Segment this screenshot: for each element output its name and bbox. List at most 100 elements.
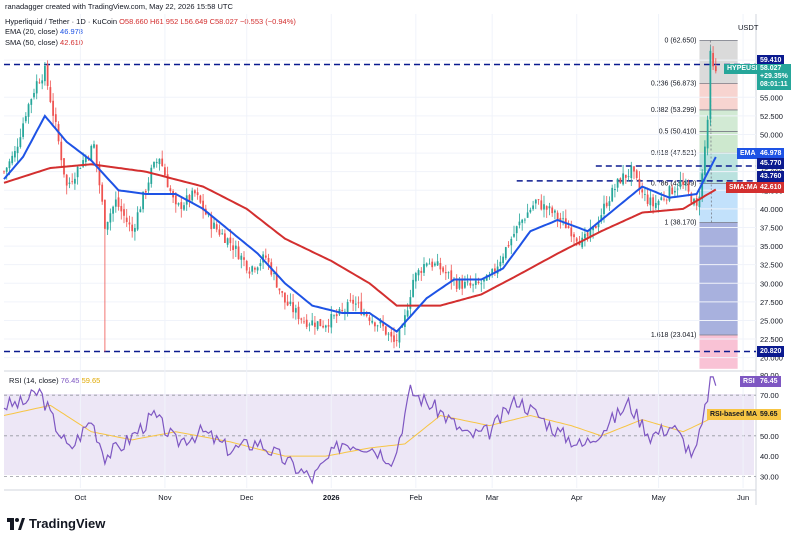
- sma-axis-label: SMA:MA: [726, 182, 761, 193]
- candle-body: [442, 267, 444, 272]
- candle-body: [477, 281, 480, 284]
- candle-body: [38, 82, 41, 84]
- candle-body: [245, 260, 248, 271]
- price-tick-label: 22.500: [760, 335, 783, 344]
- ema-legend[interactable]: EMA (20, close) 46.978: [5, 27, 83, 36]
- candle-body: [221, 233, 224, 235]
- tradingview-logo[interactable]: TradingView: [7, 516, 105, 531]
- candle-body: [635, 170, 638, 178]
- rsi-legend[interactable]: RSI (14, close) 76.45 59.65: [9, 376, 100, 385]
- candle-body: [638, 179, 641, 189]
- candle-body: [259, 263, 262, 266]
- price-tick-label: 40.000: [760, 205, 783, 214]
- candle-body: [687, 183, 690, 192]
- candle-body: [690, 193, 693, 203]
- candle-body: [153, 162, 155, 168]
- candle-body: [243, 257, 245, 260]
- candle-body: [436, 261, 439, 266]
- candle-body: [322, 325, 324, 328]
- candle-body: [515, 226, 518, 234]
- candle-body: [521, 219, 524, 223]
- time-tick-label: Apr: [571, 493, 583, 502]
- candle-body: [196, 192, 199, 196]
- rsi-line: [3, 376, 717, 485]
- candle-body: [330, 314, 333, 328]
- ema20-line: [3, 114, 717, 333]
- candle-body: [284, 292, 286, 303]
- candle-body: [90, 145, 93, 160]
- candle-body: [605, 202, 608, 207]
- candle-body: [19, 137, 22, 147]
- candle-body: [8, 161, 11, 169]
- candle-body: [24, 116, 27, 122]
- candle-body: [674, 191, 676, 193]
- price-tick-label: 50.000: [760, 130, 783, 139]
- candle-body: [444, 272, 447, 274]
- candle-body: [562, 218, 564, 220]
- candle-body: [341, 309, 344, 311]
- candle-body: [597, 223, 600, 228]
- candle-body: [82, 160, 84, 167]
- candle-body: [545, 206, 548, 210]
- price-tick-label: 32.500: [760, 261, 783, 270]
- candle-body: [128, 222, 131, 225]
- candle-body: [660, 197, 663, 200]
- candle-body: [224, 233, 226, 243]
- candle-body: [534, 199, 537, 204]
- candle-body: [54, 114, 57, 122]
- candle-body: [657, 200, 660, 206]
- candle-body: [491, 268, 494, 275]
- candle-body: [592, 227, 594, 231]
- candle-body: [229, 237, 232, 244]
- candle-body: [485, 275, 488, 281]
- candle-body: [76, 166, 79, 178]
- candle-body: [71, 181, 74, 183]
- candle-body: [183, 205, 185, 210]
- candle-body: [624, 174, 627, 178]
- candle-body: [578, 242, 581, 246]
- price-tag-current: HYPEUSDT: [724, 64, 769, 74]
- candle-body: [499, 261, 502, 267]
- candle-body: [278, 288, 281, 291]
- level-tag-43760: 43.760: [757, 171, 785, 182]
- candle-body: [575, 238, 578, 242]
- candle-body: [406, 310, 409, 317]
- candle-body: [390, 332, 393, 337]
- candle-body: [319, 319, 322, 327]
- candle-body: [251, 266, 254, 272]
- candle-body: [709, 50, 712, 120]
- candle-body: [382, 323, 384, 327]
- candle-body: [273, 273, 275, 274]
- symbol-legend[interactable]: Hyperliquid / Tether · 1D · KuCoin O58.6…: [5, 17, 296, 26]
- candle-body: [644, 194, 646, 195]
- candle-body: [346, 302, 349, 314]
- horizontal-levels[interactable]: [4, 63, 756, 353]
- sma-legend[interactable]: SMA (50, close) 42.610: [5, 38, 83, 47]
- chart-author-caption: ranadagger created with TradingView.com,…: [5, 2, 233, 11]
- time-tick-label: Mar: [486, 493, 499, 502]
- ema-legend-value: 46.978: [60, 27, 83, 36]
- rsi-tick-label: 50.00: [760, 432, 779, 441]
- rsi-tick-label: 70.00: [760, 391, 779, 400]
- candle-body: [112, 206, 114, 214]
- candle-body: [120, 205, 123, 212]
- candle-body: [398, 329, 401, 343]
- candle-body: [513, 233, 515, 237]
- candle-body: [150, 167, 153, 184]
- candle-body: [161, 158, 164, 167]
- fib-level-label: 0.382 (53.299): [651, 107, 697, 114]
- candle-body: [611, 187, 614, 202]
- candle-body: [335, 314, 338, 317]
- candle-body: [529, 209, 532, 213]
- candle-body: [60, 141, 63, 161]
- sma50-line: [3, 163, 717, 307]
- candle-body: [300, 318, 303, 320]
- candle-body: [286, 301, 289, 306]
- price-tick-label: 25.000: [760, 316, 783, 325]
- candle-body: [316, 321, 319, 330]
- rsi-tick-label: 30.00: [760, 472, 779, 481]
- rsi-tick-label: 40.00: [760, 452, 779, 461]
- time-tick-label: Feb: [409, 493, 422, 502]
- candle-body: [33, 92, 35, 98]
